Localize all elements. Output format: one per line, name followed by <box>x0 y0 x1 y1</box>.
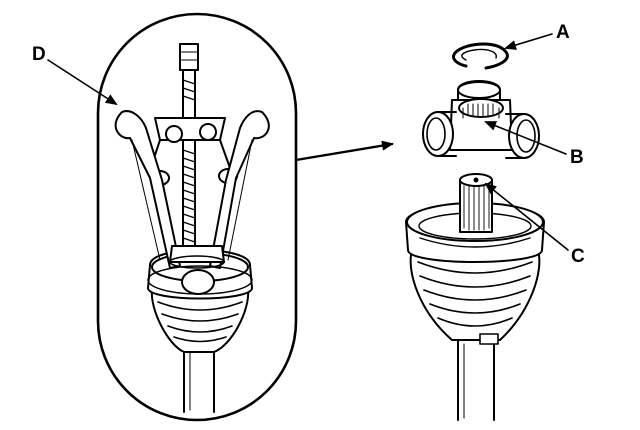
cv-boot-left <box>150 289 250 353</box>
callout-c-label: C <box>571 246 585 267</box>
driveshaft-right <box>457 339 495 421</box>
cv-boot-right <box>409 249 541 345</box>
callout-a-label: A <box>556 22 570 43</box>
transition-arrow <box>294 140 394 162</box>
driveshaft-left <box>183 349 215 413</box>
callout-b-label: B <box>570 147 584 168</box>
shaft-spline-end <box>459 173 493 233</box>
callout-c-leader <box>484 182 569 251</box>
detail-bubble <box>96 12 298 422</box>
puller-arm-left <box>114 110 181 269</box>
puller-adapter <box>169 245 225 269</box>
spider-assembly <box>422 80 540 159</box>
callout-b-leader <box>484 121 567 155</box>
callout-a-leader <box>504 33 553 50</box>
callout-d-leader <box>47 59 118 106</box>
puller-screw <box>179 43 199 261</box>
callout-d-label: D <box>32 44 46 65</box>
snap-ring <box>452 42 509 70</box>
